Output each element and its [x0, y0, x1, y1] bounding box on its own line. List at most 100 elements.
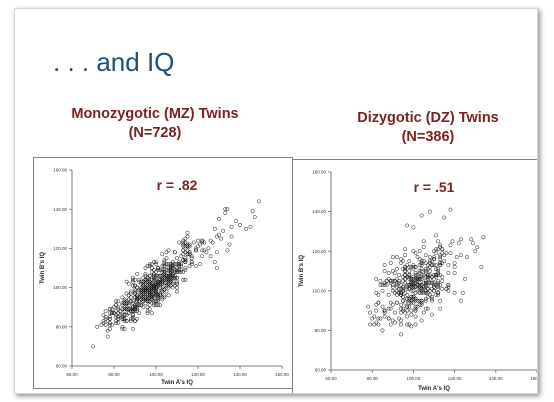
mz-data-point [181, 277, 186, 282]
dz-data-point [376, 322, 381, 327]
dz-data-point [421, 239, 426, 244]
dz-data-point [374, 276, 379, 281]
mz-data-point [116, 311, 121, 316]
mz-data-point [189, 260, 194, 265]
dz-data-point [394, 300, 399, 305]
mz-data-point [160, 252, 165, 257]
mz-data-point [107, 320, 112, 325]
mz-data-point [135, 285, 140, 290]
dz-data-point [415, 255, 420, 260]
mz-data-point [141, 283, 146, 288]
mz-data-point [118, 309, 123, 314]
mz-data-point [198, 262, 203, 267]
dz-x-axis-label: Twin A's IQ [418, 386, 450, 392]
dz-data-point [390, 278, 395, 283]
dz-data-point [425, 273, 430, 277]
dz-data-point [423, 271, 428, 275]
mz-data-point [109, 322, 114, 327]
mz-data-point [219, 236, 224, 241]
mz-data-point [116, 299, 121, 304]
dz-data-point [403, 280, 408, 285]
mz-data-point [160, 264, 165, 268]
dz-data-point [409, 278, 414, 283]
dz-y-axis-label: Twin B's IQ [299, 255, 305, 287]
dz-data-point [454, 255, 459, 260]
dz-data-point [425, 280, 430, 285]
mz-data-point [130, 279, 135, 284]
mz-data-point [154, 273, 158, 278]
mz-data-point [204, 250, 209, 255]
mz-data-point [122, 318, 127, 323]
mz-data-point [156, 303, 161, 308]
dz-data-point [413, 304, 418, 309]
mz-data-point [145, 309, 150, 314]
dz-data-point [415, 298, 420, 303]
mz-data-point [177, 260, 182, 265]
mz-x-tick-label: 140.00 [233, 372, 247, 377]
mz-x-tick-label: 60.00 [66, 372, 78, 377]
dz-data-point [392, 290, 397, 295]
dz-data-point [432, 288, 436, 293]
dz-data-point [407, 269, 412, 273]
mz-data-point [147, 293, 152, 298]
dz-data-point [423, 280, 428, 285]
mz-data-point [124, 279, 129, 284]
mz-data-point [130, 315, 135, 319]
dz-data-point [444, 251, 449, 256]
mz-data-point [126, 281, 131, 286]
mz-data-point [107, 307, 112, 312]
mz-title-line2: (N=728) [128, 125, 182, 141]
mz-data-point [168, 262, 173, 267]
dz-data-point [411, 249, 416, 254]
mz-data-point [145, 283, 150, 288]
mz-data-point [183, 258, 188, 263]
dz-data-point [384, 278, 389, 283]
mz-data-point [151, 287, 156, 292]
dz-data-point [407, 286, 412, 291]
mz-data-point [103, 309, 108, 314]
dz-data-point [403, 265, 408, 269]
dz-data-point [394, 282, 399, 287]
mz-data-point [154, 281, 158, 286]
mz-data-point [145, 297, 150, 302]
dz-data-point [405, 223, 410, 228]
dz-data-point [407, 274, 412, 279]
mz-data-point [126, 307, 131, 312]
mz-data-point [233, 219, 238, 223]
dz-data-point [448, 207, 453, 212]
dz-data-point [370, 316, 375, 321]
dz-data-point [434, 233, 439, 238]
mz-data-point [162, 271, 167, 276]
dz-data-point [382, 280, 387, 285]
mz-data-point [141, 279, 146, 284]
dz-data-point [419, 286, 424, 291]
dz-data-point [429, 274, 434, 279]
mz-data-point [156, 273, 161, 278]
mz-data-point [162, 262, 167, 267]
dz-data-point [425, 286, 430, 291]
dz-data-point [386, 316, 391, 321]
mz-data-point [154, 262, 158, 267]
dz-data-point [419, 273, 424, 277]
mz-data-point [139, 301, 144, 306]
dz-data-point [419, 300, 424, 305]
dz-data-point [421, 284, 426, 289]
mz-data-point [160, 287, 165, 292]
mz-data-point [149, 293, 154, 298]
mz-data-point [166, 248, 171, 253]
mz-data-point [151, 273, 156, 278]
mz-data-point [139, 287, 144, 292]
dz-data-point [401, 274, 406, 279]
mz-data-point [189, 254, 194, 259]
mz-data-point [151, 260, 156, 265]
mz-data-point [133, 309, 137, 314]
mz-data-point [143, 289, 148, 294]
mz-y-tick-label: 120.00 [53, 246, 67, 251]
dz-data-point [429, 280, 434, 285]
dz-data-point [427, 265, 432, 269]
mz-data-point [116, 315, 121, 319]
mz-data-point [164, 275, 169, 280]
mz-data-point [147, 262, 152, 267]
dz-data-point [432, 284, 436, 289]
mz-data-point [185, 248, 190, 253]
